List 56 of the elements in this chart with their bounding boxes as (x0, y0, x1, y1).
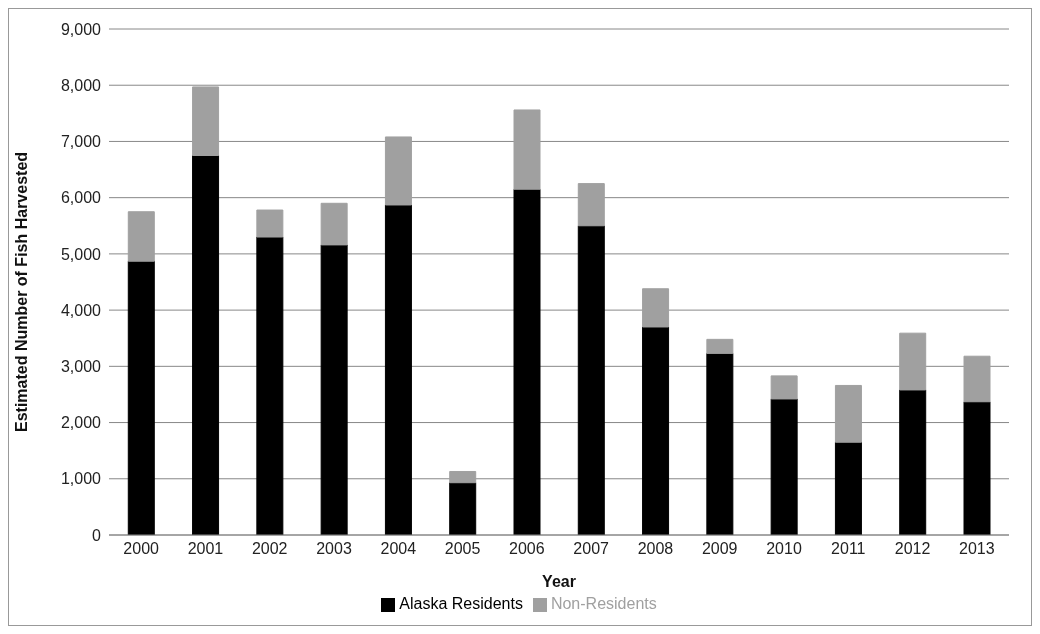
bar (577, 225, 605, 535)
legend-label: Alaska Residents (399, 595, 523, 612)
y-tick-label: 2,000 (60, 414, 102, 432)
bar (192, 155, 220, 535)
bar (963, 401, 991, 535)
y-tick-label: 7,000 (60, 133, 102, 151)
bar (963, 355, 991, 403)
x-tick-label: 2002 (251, 540, 288, 558)
bar (642, 288, 670, 328)
x-tick-label: 2005 (444, 540, 481, 558)
y-tick-label: 3,000 (60, 358, 102, 376)
x-axis-title: Year (542, 573, 576, 590)
x-tick-label: 2000 (123, 540, 160, 558)
bar (256, 236, 284, 535)
y-tick-label: 0 (92, 526, 102, 544)
bar (577, 183, 605, 227)
y-tick-label: 9,000 (60, 20, 102, 38)
x-tick-label: 2001 (187, 540, 224, 558)
x-tick-label: 2013 (959, 540, 995, 558)
bar (834, 384, 862, 443)
y-tick-label: 5,000 (60, 245, 102, 263)
y-axis-title: Estimated Number of Fish Harvested (12, 151, 30, 432)
bar (899, 389, 927, 535)
bar (320, 202, 348, 246)
bar (192, 86, 220, 156)
x-tick-label: 2003 (316, 540, 352, 558)
bar (706, 352, 734, 535)
bar (706, 338, 734, 354)
bar (127, 211, 155, 262)
y-tick-label: 1,000 (60, 470, 102, 488)
bar (513, 188, 541, 535)
bar (256, 209, 284, 238)
bar (642, 326, 670, 535)
x-tick-label: 2007 (573, 540, 610, 558)
x-tick-label: 2010 (766, 540, 802, 558)
y-tick-label: 6,000 (60, 189, 102, 207)
y-tick-label: 8,000 (60, 76, 102, 94)
bar (449, 482, 477, 535)
x-tick-label: 2012 (894, 540, 931, 558)
x-tick-label: 2009 (701, 540, 738, 558)
y-tick-label: 4,000 (60, 301, 102, 319)
legend-label: Non-Residents (550, 595, 657, 612)
bar (384, 136, 412, 206)
bar (320, 244, 348, 535)
bar (449, 470, 477, 484)
bar (834, 441, 862, 535)
x-tick-label: 2006 (509, 540, 545, 558)
bar (513, 109, 541, 190)
bar (384, 204, 412, 535)
x-tick-label: 2004 (380, 540, 417, 558)
x-tick-label: 2011 (831, 540, 866, 558)
bar (770, 375, 798, 400)
bar (770, 398, 798, 535)
x-tick-label: 2008 (637, 540, 674, 558)
bar (899, 332, 927, 391)
bar (127, 260, 155, 535)
